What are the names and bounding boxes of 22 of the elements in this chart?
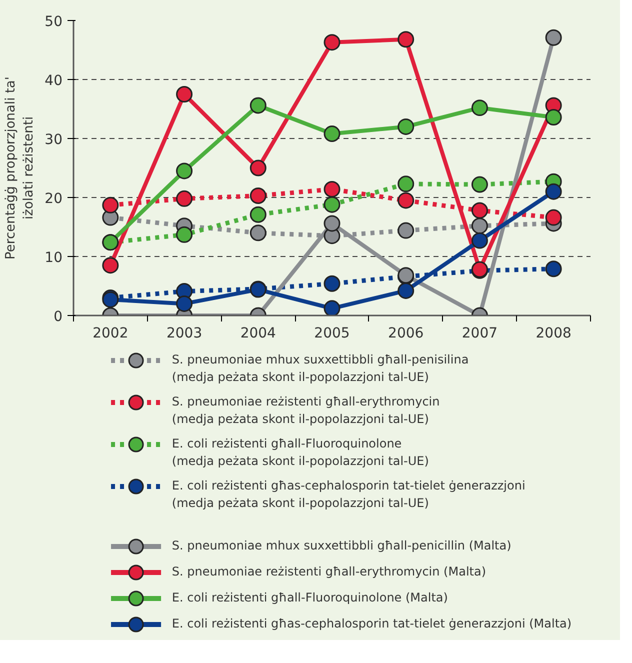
x-tick-label: 2008 bbox=[536, 326, 572, 342]
legend-label: E. coli reżistenti għas-cephalosporin tat-tielet ġenerazzjoni (medja peżata skont il-popolazzjoni tal-UE) bbox=[172, 478, 526, 510]
legend-label: S. pneumoniae mhux suxxettibbli għall-penicillin (Malta) bbox=[172, 538, 512, 552]
x-tick-label: 2004 bbox=[240, 326, 276, 342]
y-tick-label: 30 bbox=[44, 132, 63, 148]
y-tick-label: 10 bbox=[44, 250, 63, 266]
x-tick-label: 2006 bbox=[388, 326, 424, 342]
legend-label: S. pneumoniae reżistenti għall-erythromycin (medja peżata skont il-popolazzjoni tal-UE) bbox=[172, 394, 440, 426]
y-tick-label: 0 bbox=[54, 309, 63, 325]
x-tick-label: 2007 bbox=[462, 326, 498, 342]
y-tick-label: 40 bbox=[44, 73, 63, 89]
y-tick-label: 50 bbox=[44, 14, 63, 30]
x-tick-label: 2005 bbox=[314, 326, 350, 342]
legend-label: E. coli reżistenti għall-Fluoroquinolone (medja peżata skont il-popolazzjoni tal-UE) bbox=[172, 436, 429, 468]
y-axis-title: Percentaġġ proporzjonali ta' iżolati reżistenti bbox=[4, 76, 37, 260]
x-tick-label: 2003 bbox=[166, 326, 202, 342]
legend-label: S. pneumoniae mhux suxxettibbli għall-penisilina (medja peżata skont il-popolazzjoni tal-UE) bbox=[172, 352, 469, 384]
x-tick-label: 2002 bbox=[92, 326, 128, 342]
legend-label: E. coli reżistenti għas-cephalosporin tat-tielet ġenerazzjoni (Malta) bbox=[172, 616, 572, 630]
y-tick-label: 20 bbox=[44, 191, 63, 207]
legend-label: E. coli reżistenti għall-Fluoroquinolone (Malta) bbox=[172, 590, 448, 604]
legend-label: S. pneumoniae reżistenti għall-erythromycin (Malta) bbox=[172, 564, 486, 578]
